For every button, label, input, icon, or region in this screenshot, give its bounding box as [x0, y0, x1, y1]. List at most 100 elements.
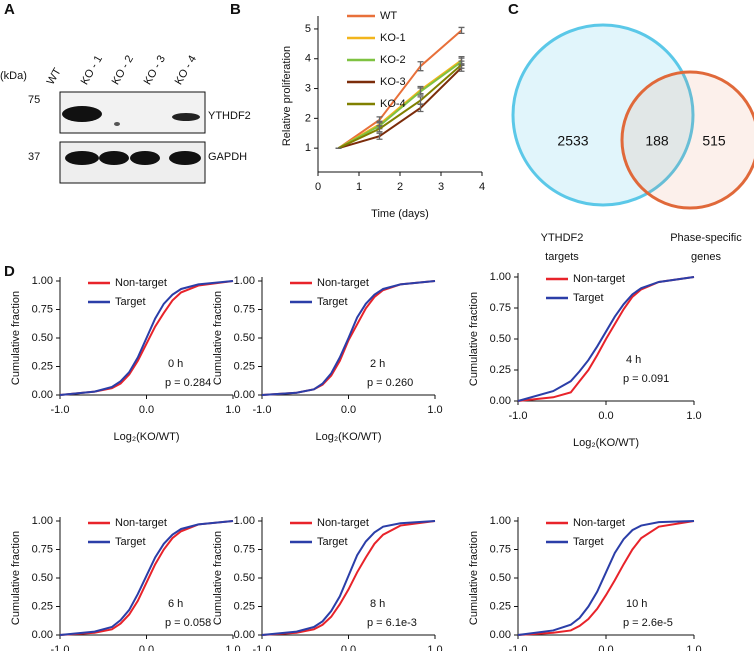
annotation: 4 h	[626, 354, 641, 366]
annotation: p = 6.1e-3	[367, 617, 417, 629]
y-axis-label: Cumulative fraction	[468, 292, 480, 386]
annotation: p = 0.058	[165, 617, 211, 629]
panel-label: B	[230, 1, 241, 18]
y-tick-label: 5	[305, 23, 311, 35]
x-tick-label: -1.0	[509, 644, 528, 651]
x-tick-label: 0	[315, 181, 321, 193]
y-tick-label: 1.00	[234, 275, 255, 287]
lane-label: KO - 2	[110, 53, 136, 87]
x-tick-label: 2	[397, 181, 403, 193]
x-tick-label: -1.0	[253, 404, 272, 416]
band	[114, 122, 120, 126]
x-tick-label: 0.0	[598, 410, 613, 422]
y-tick-label: 1.00	[234, 515, 255, 527]
y-tick-label: 0.25	[234, 600, 255, 612]
series-line	[59, 280, 234, 396]
annotation: 0 h	[168, 358, 183, 370]
y-axis-label: Cumulative fraction	[468, 531, 480, 625]
series-line	[517, 276, 695, 402]
series-line	[59, 520, 234, 636]
y-tick-label: 2	[305, 112, 311, 124]
x-tick-label: 1.0	[686, 410, 701, 422]
error-bar	[458, 60, 465, 69]
x-tick-label: 0.0	[341, 644, 356, 651]
lane-label: WT	[45, 66, 64, 87]
band-label: GAPDH	[208, 151, 247, 163]
error-bar	[417, 87, 424, 96]
x-axis-label: Time (days)	[371, 208, 429, 220]
legend-label: Non-target	[115, 277, 167, 289]
venn-count: 188	[645, 133, 669, 149]
series-line	[338, 60, 463, 150]
legend-label: KO-4	[380, 98, 406, 110]
band-label: YTHDF2	[208, 110, 251, 122]
y-tick-label: 0.00	[234, 389, 255, 401]
panel-label: D	[4, 263, 15, 280]
annotation: p = 0.091	[623, 373, 669, 385]
y-tick-label: 0.00	[490, 629, 511, 641]
lane-label: KO - 4	[173, 53, 199, 87]
x-tick-label: -1.0	[51, 644, 70, 651]
series-line	[338, 66, 463, 150]
venn-set-label: genes	[691, 251, 721, 263]
panel-label: A	[4, 1, 15, 18]
x-tick-label: 1.0	[427, 644, 442, 651]
x-axis-label: Log₂(KO/WT)	[573, 437, 639, 449]
series-line	[261, 520, 436, 636]
y-tick-label: 0.50	[490, 333, 511, 345]
y-axis-label: Cumulative fraction	[10, 291, 22, 385]
x-tick-label: -1.0	[253, 644, 272, 651]
y-tick-label: 0.50	[234, 332, 255, 344]
venn-set-label: targets	[545, 251, 579, 263]
band	[65, 151, 99, 165]
y-tick-label: 1	[305, 142, 311, 154]
legend-label: Target	[317, 296, 348, 308]
series-line	[517, 520, 695, 636]
series-line	[337, 29, 463, 149]
y-tick-label: 0.00	[234, 629, 255, 641]
error-bar	[376, 125, 383, 133]
legend-label: KO-3	[380, 76, 406, 88]
series-line	[338, 63, 463, 150]
series-line	[517, 276, 695, 402]
x-tick-label: 1.0	[225, 404, 240, 416]
band	[130, 151, 160, 165]
venn-set-label: Phase-specific	[670, 232, 742, 244]
band	[99, 151, 129, 165]
x-axis-label: Log₂(KO/WT)	[316, 431, 382, 443]
annotation: 8 h	[370, 598, 385, 610]
y-tick-label: 0.75	[32, 543, 53, 555]
y-axis-label: Cumulative fraction	[10, 531, 22, 625]
x-axis-label: Log₂(KO/WT)	[114, 431, 180, 443]
y-tick-label: 0.50	[32, 572, 53, 584]
y-tick-label: 0.50	[490, 572, 511, 584]
annotation: 6 h	[168, 598, 183, 610]
x-tick-label: 1.0	[225, 644, 240, 651]
series-line	[261, 520, 436, 636]
y-tick-label: 3	[305, 82, 311, 94]
y-tick-label: 0.50	[32, 332, 53, 344]
error-bar	[458, 26, 465, 35]
y-tick-label: 4	[305, 53, 311, 65]
legend-label: Target	[115, 536, 146, 548]
y-axis-label: Cumulative fraction	[212, 291, 224, 385]
legend-label: Non-target	[115, 517, 167, 529]
venn-count: 515	[702, 133, 726, 149]
x-tick-label: -1.0	[509, 410, 528, 422]
x-tick-label: 3	[438, 181, 444, 193]
x-tick-label: 1.0	[686, 644, 701, 651]
y-tick-label: 1.00	[490, 271, 511, 283]
legend-label: Non-target	[317, 517, 369, 529]
legend-label: Target	[317, 536, 348, 548]
y-tick-label: 1.00	[32, 275, 53, 287]
legend-label: WT	[380, 10, 397, 22]
x-tick-label: -1.0	[51, 404, 70, 416]
legend-label: Non-target	[573, 273, 625, 285]
y-tick-label: 0.25	[490, 364, 511, 376]
annotation: p = 2.6e-5	[623, 617, 673, 629]
error-bar	[376, 132, 383, 140]
annotation: 2 h	[370, 358, 385, 370]
marker-label: 37	[28, 151, 40, 163]
legend-label: Target	[115, 296, 146, 308]
